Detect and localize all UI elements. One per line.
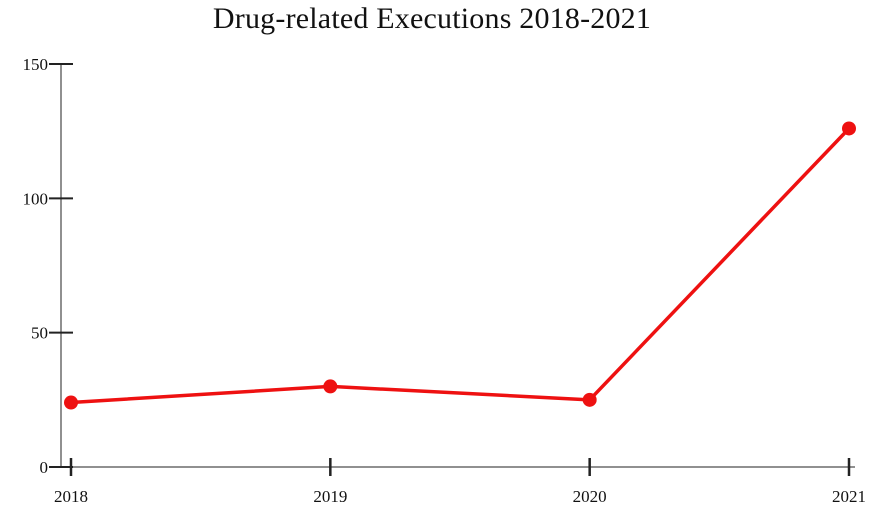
data-point bbox=[64, 395, 78, 410]
x-tick-label: 2019 bbox=[313, 487, 347, 506]
y-tick-label: 0 bbox=[40, 458, 49, 477]
data-point bbox=[582, 392, 597, 407]
data-line bbox=[69, 126, 851, 405]
y-tick-label: 150 bbox=[23, 55, 49, 74]
chart-title: Drug-related Executions 2018-2021 bbox=[212, 2, 652, 35]
x-tick-label: 2018 bbox=[54, 487, 88, 506]
y-tick-label: 100 bbox=[23, 189, 49, 208]
data-point bbox=[842, 121, 856, 136]
y-tick-label: 50 bbox=[31, 324, 48, 343]
x-tick-label: 2021 bbox=[832, 487, 866, 506]
data-point bbox=[323, 379, 338, 394]
x-tick-label: 2020 bbox=[573, 487, 607, 506]
